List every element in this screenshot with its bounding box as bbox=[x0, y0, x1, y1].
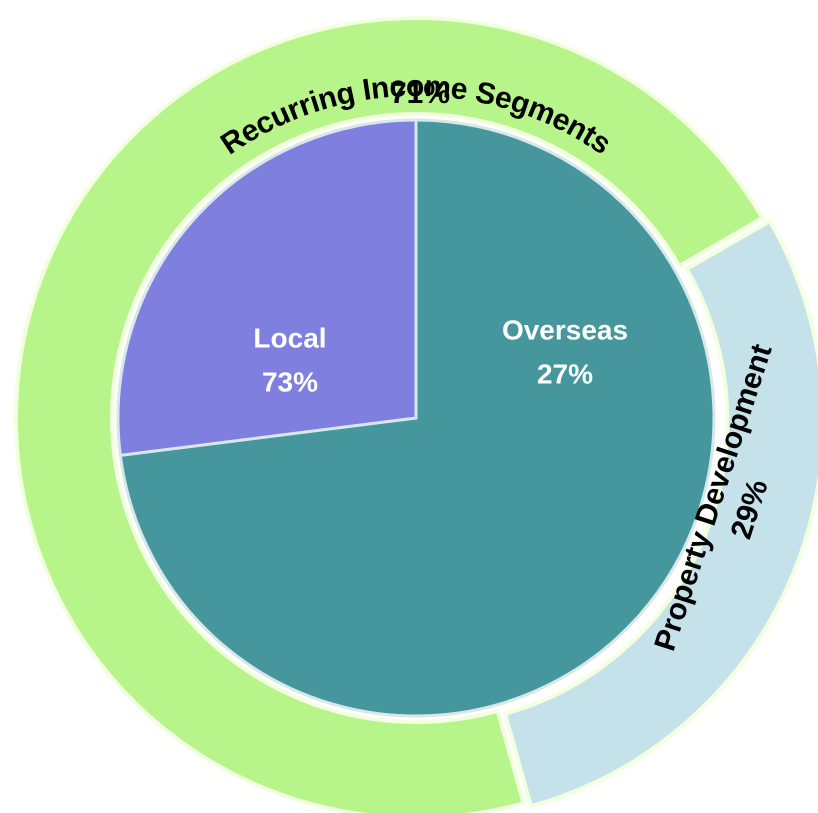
outer-ring bbox=[14, 16, 818, 813]
slice-label: Local bbox=[253, 322, 326, 353]
ring-segment bbox=[14, 16, 766, 813]
ring-value: 71% bbox=[390, 77, 450, 110]
slice-label: Overseas bbox=[502, 314, 628, 345]
ring-segment bbox=[502, 218, 818, 809]
pie-slice bbox=[116, 118, 418, 458]
slice-value: 27% bbox=[537, 358, 593, 389]
slice-value: 73% bbox=[262, 366, 318, 397]
inner-pie bbox=[116, 118, 716, 718]
